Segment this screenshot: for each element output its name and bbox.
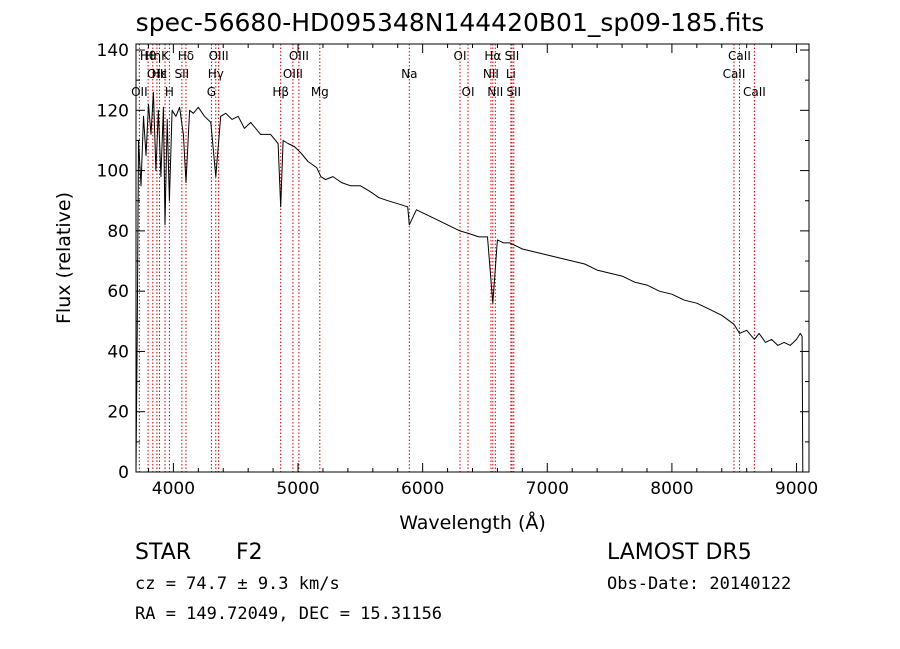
y-tick-label: 40: [107, 342, 129, 362]
line-marker-label: OI: [454, 49, 467, 63]
x-tick-label: 4000: [152, 479, 195, 499]
line-marker-label: Hθ: [140, 49, 156, 63]
line-marker-label: H: [165, 85, 174, 99]
line-marker-label: Hα: [484, 49, 501, 63]
line-marker-label: CaII: [728, 49, 751, 63]
y-tick-label: 20: [107, 403, 129, 423]
line-marker-label: OIII: [209, 49, 229, 63]
survey-name: LAMOST DR5: [607, 540, 752, 565]
line-marker-label: K: [161, 49, 170, 63]
line-marker-label: OIII: [147, 67, 167, 81]
line-marker-label: Hε: [152, 67, 168, 81]
line-marker-label: Hβ: [272, 85, 289, 99]
line-markers: [138, 44, 755, 472]
y-tick-label: 140: [97, 41, 129, 61]
y-tick-label: 0: [118, 463, 129, 483]
spectrum-series: [135, 91, 804, 473]
axis-ticks: 4000 5000 6000 7000 8000 9000 0 20 40 60 80 100 120 1…: [97, 41, 819, 499]
line-marker-label: OIII: [289, 49, 309, 63]
line-marker-label: Li: [506, 67, 516, 81]
line-marker-label: OIII: [283, 67, 303, 81]
line-marker-label: SII: [175, 67, 190, 81]
line-marker-label: Na: [401, 67, 417, 81]
line-marker-label: OII: [131, 85, 148, 99]
y-axis-label: Flux (relative): [53, 192, 75, 324]
x-tick-label: 8000: [650, 479, 693, 499]
observation-date: Obs-Date: 20140122: [607, 574, 792, 594]
plot-frame: [135, 43, 810, 473]
line-marker-label: CaII: [743, 85, 766, 99]
line-marker-label: Mg: [311, 85, 329, 99]
spectrum-line: [135, 91, 804, 473]
y-tick-label: 80: [107, 222, 129, 242]
line-marker-labels: OIIHθHηOIIIHεKHSIIHδGHγOIIIHβOIIIOIIIMgN…: [131, 49, 766, 99]
ra-dec-coordinates: RA = 149.72049, DEC = 15.31156: [135, 604, 443, 624]
object-subclass: F2: [236, 540, 263, 565]
line-marker-label: Hη: [145, 49, 162, 63]
y-tick-label: 100: [97, 162, 129, 182]
y-tick-label: 60: [107, 282, 129, 302]
line-marker-label: OI: [462, 85, 475, 99]
chart-title: spec-56680-HD095348N144420B01_sp09-185.f…: [135, 8, 765, 37]
line-marker-label: NII: [487, 85, 503, 99]
x-tick-label: 6000: [401, 479, 444, 499]
line-marker-label: Hδ: [178, 49, 194, 63]
line-marker-label: NII: [483, 67, 499, 81]
object-class: STAR: [135, 540, 192, 565]
line-marker-label: SII: [505, 49, 520, 63]
redshift-cz: cz = 74.7 ± 9.3 km/s: [135, 574, 340, 594]
x-tick-label: 5000: [276, 479, 319, 499]
line-marker-label: CaII: [723, 67, 746, 81]
line-marker-label: SII: [506, 85, 521, 99]
line-marker-label: Hγ: [208, 67, 224, 81]
line-marker-label: G: [207, 85, 216, 99]
y-tick-label: 120: [97, 101, 129, 121]
x-tick-label: 9000: [775, 479, 818, 499]
x-tick-label: 7000: [526, 479, 569, 499]
x-axis-label: Wavelength (Å): [399, 511, 546, 534]
